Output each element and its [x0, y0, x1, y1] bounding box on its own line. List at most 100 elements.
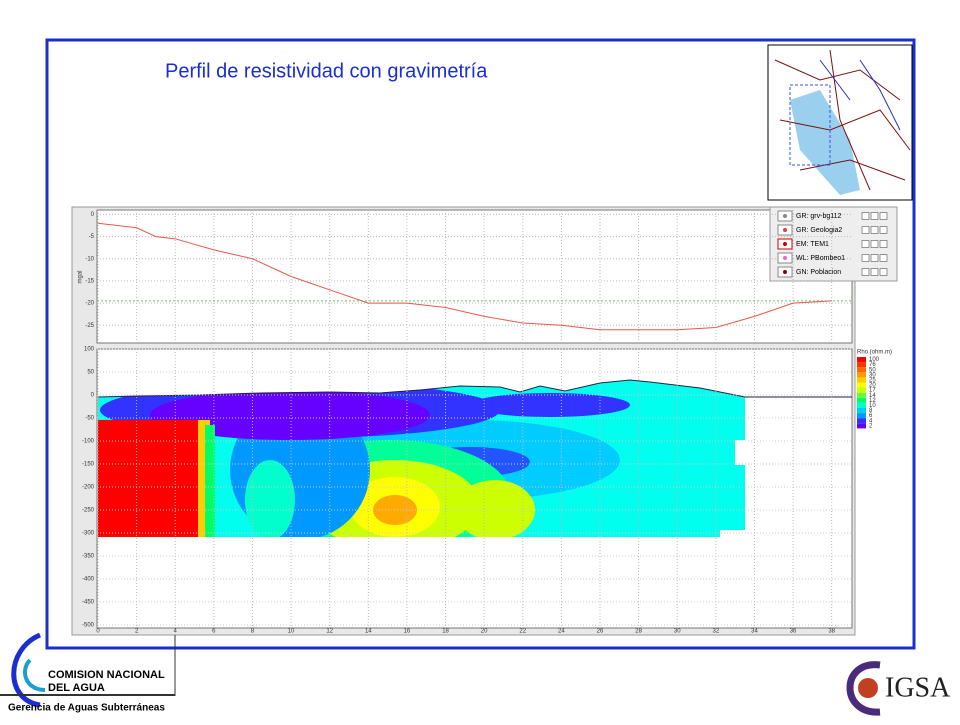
legend-checkbox [879, 268, 888, 276]
resistivity-section [98, 380, 745, 537]
x-tick-label: 14 [365, 629, 372, 635]
legend-icon [783, 228, 787, 232]
y-tick-label: -400 [82, 577, 95, 583]
scale-swatch [857, 392, 866, 398]
legend-checkbox [861, 240, 870, 248]
org-name: COMISION NACIONAL [48, 669, 165, 681]
x-tick-label: 2 [135, 629, 139, 635]
y-tick-label: -150 [82, 462, 95, 468]
scale-label: 6 [869, 413, 873, 419]
x-tick-label: 28 [635, 629, 642, 635]
y-tick-label: -20 [85, 301, 94, 307]
legend-checkbox [879, 254, 888, 262]
y-tick-label: -15 [85, 279, 94, 285]
y-tick-label: -450 [82, 600, 95, 606]
slide-title: Perfil de resistividad con gravimetría [165, 60, 488, 82]
scale-swatch [857, 408, 866, 414]
topography [97, 379, 852, 398]
scale-swatch [857, 362, 866, 368]
legend-label: GR: Geologia2 [796, 227, 842, 234]
legend-icon [783, 242, 787, 246]
scale-label: 50 [869, 367, 876, 373]
scale-label: 20 [869, 383, 876, 389]
y-tick-label: -500 [82, 623, 95, 629]
x-tick-label: 36 [790, 629, 797, 635]
scale-label: 30 [869, 372, 876, 378]
gravity-line [97, 222, 832, 331]
legend-checkbox [861, 226, 870, 234]
scale-swatch [857, 418, 866, 424]
legend-icon [783, 270, 787, 274]
scale-label: 100 [869, 357, 880, 363]
scale-swatch [857, 387, 866, 393]
legend-label: GR: grv-bg112 [796, 213, 841, 220]
y-tick-label: -50 [85, 416, 94, 422]
legend-checkbox [870, 268, 879, 276]
y-tick-label: -25 [85, 323, 94, 329]
y-tick-label: -350 [82, 554, 95, 560]
scale-label: 8 [869, 408, 873, 414]
legend-checkbox [870, 212, 879, 220]
y-tick-label: 50 [87, 370, 94, 376]
legend-label: WL: PBombeo1 [796, 255, 845, 262]
y-tick-label: -200 [82, 485, 95, 491]
legend-checkbox [879, 212, 888, 220]
x-tick-label: 24 [558, 629, 565, 635]
scale-label: 2 [869, 423, 873, 429]
y-tick-label: -100 [82, 439, 95, 445]
y-tick-label: 0 [91, 393, 95, 399]
legend-checkbox [861, 254, 870, 262]
scale-swatch [857, 367, 866, 373]
x-tick-label: 4 [174, 629, 178, 635]
scale-swatch [857, 423, 866, 429]
legend-checkbox [861, 268, 870, 276]
legend-icon [783, 256, 787, 260]
x-tick-label: 20 [481, 629, 488, 635]
scale-label: 10 [869, 403, 876, 409]
scale-title: Rho (ohm.m) [857, 350, 892, 356]
scale-label: 14 [869, 393, 876, 399]
department: Gerencia de Aguas Subterráneas [8, 703, 165, 714]
x-tick-label: 10 [288, 629, 295, 635]
scale-label: 17 [869, 388, 876, 394]
legend-checkbox [870, 240, 879, 248]
y-tick-label: -5 [89, 234, 95, 240]
org-name: DEL AGUA [48, 682, 105, 694]
x-tick-label: 30 [674, 629, 681, 635]
legend-checkbox [879, 240, 888, 248]
scale-label: 76 [869, 362, 876, 368]
y-tick-label: -10 [85, 256, 94, 262]
legend-label: GN: Poblacion [796, 269, 841, 276]
scale-label: 12 [869, 398, 876, 404]
x-tick-label: 22 [519, 629, 526, 635]
x-tick-label: 8 [251, 629, 255, 635]
x-tick-label: 38 [828, 629, 835, 635]
scale-swatch [857, 357, 866, 363]
logo-text: IGSA [885, 672, 951, 703]
y-tick-label: 100 [84, 347, 95, 353]
scale-swatch [857, 377, 866, 383]
legend-icon [783, 214, 787, 218]
x-tick-label: 26 [597, 629, 604, 635]
legend-checkbox [861, 212, 870, 220]
x-tick-label: 0 [96, 629, 100, 635]
legend-label: EM: TEM1 [796, 241, 829, 248]
x-tick-label: 18 [442, 629, 449, 635]
scale-label: 25 [869, 377, 876, 383]
x-tick-label: 34 [751, 629, 758, 635]
igsa-logo [846, 661, 881, 716]
legend-checkbox [870, 254, 879, 262]
scale-swatch [857, 397, 866, 403]
y-tick-label: -300 [82, 531, 95, 537]
legend-checkbox [879, 226, 888, 234]
y-axis-label: mgal [78, 270, 84, 283]
x-tick-label: 32 [713, 629, 720, 635]
x-tick-label: 6 [212, 629, 216, 635]
legend-checkbox [870, 226, 879, 234]
scale-swatch [857, 382, 866, 388]
y-tick-label: 0 [91, 212, 95, 218]
x-tick-label: 16 [404, 629, 411, 635]
x-tick-label: 12 [326, 629, 333, 635]
map-thumbnail [767, 44, 913, 201]
